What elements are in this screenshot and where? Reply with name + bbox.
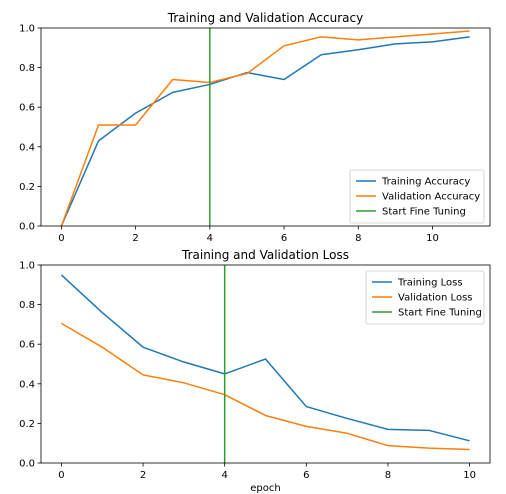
loss-y-tick-label: 0.4 xyxy=(19,379,35,390)
accuracy-x-tick-label: 0 xyxy=(58,233,64,244)
accuracy-axes-frame xyxy=(40,27,491,227)
accuracy-x-tick-label: 8 xyxy=(355,233,361,244)
accuracy-y-tick-label: 0.8 xyxy=(19,63,35,74)
loss-x-tick-label: 10 xyxy=(463,470,476,481)
accuracy-legend: Training Accuracy Validation Accuracy Star… xyxy=(349,169,485,224)
accuracy-legend-label-start-fine-tuning: Start Fine Tuning xyxy=(382,207,466,218)
accuracy-x-tick-label: 10 xyxy=(426,233,439,244)
loss-legend-label-start-fine-tuning: Start Fine Tuning xyxy=(398,308,482,319)
loss-series-validation-loss xyxy=(61,322,470,451)
accuracy-series-training-accuracy xyxy=(60,36,470,226)
accuracy-x-tick-label: 6 xyxy=(281,233,287,244)
loss-x-tick-label: 4 xyxy=(221,470,227,481)
loss-legend-label-training-loss: Training Loss xyxy=(397,278,463,289)
accuracy-legend-label-training-accuracy: Training Accuracy xyxy=(381,177,470,188)
loss-y-tick-label: 0.6 xyxy=(19,340,35,351)
loss-plot-area: 0 2 4 6 8 10 0.0 0.2 0.4 0.6 0.8 1.0 Training Loss Va… xyxy=(19,261,491,481)
loss-legend: Training Loss Validation Loss Start Fine T… xyxy=(365,270,485,325)
loss-y-tick-label: 0.2 xyxy=(19,419,35,430)
accuracy-y-tick-label: 1.0 xyxy=(19,24,35,35)
loss-x-tick-label: 8 xyxy=(385,470,391,481)
loss-x-tick-label: 2 xyxy=(140,470,146,481)
accuracy-x-tick-label: 4 xyxy=(207,233,213,244)
accuracy-series-validation-accuracy xyxy=(60,30,470,226)
loss-legend-label-validation-loss: Validation Loss xyxy=(398,293,473,304)
loss-subplot: Training and Validation Loss 0 2 4 6 8 100.00… xyxy=(19,248,491,494)
loss-series-training-loss xyxy=(60,274,470,442)
loss-axes-frame xyxy=(40,264,491,464)
loss-x-tick-label: 0 xyxy=(58,470,64,481)
accuracy-y-tick-label: 0.6 xyxy=(19,103,35,114)
loss-y-tick-label: 0.0 xyxy=(19,459,35,470)
accuracy-legend-box xyxy=(349,169,485,224)
accuracy-y-tick-label: 0.4 xyxy=(19,142,35,153)
accuracy-y-tick-label: 0.2 xyxy=(19,182,35,193)
loss-x-axis-label: epoch xyxy=(250,483,280,494)
accuracy-plot-area: 0 2 4 6 8 10 0.0 0.2 0.4 0.6 0.8 1.0 Training Accura… xyxy=(19,24,491,244)
loss-legend-box xyxy=(365,270,485,325)
accuracy-subplot: Training and Validation Accuracy 0 2 4 6 8 10… xyxy=(19,11,491,244)
accuracy-x-tick-label: 2 xyxy=(132,233,138,244)
accuracy-y-tick-label: 0.0 xyxy=(19,222,35,233)
loss-y-tick-label: 0.8 xyxy=(19,300,35,311)
loss-chart-title: Training and Validation Loss xyxy=(181,248,349,262)
accuracy-chart-title: Training and Validation Accuracy xyxy=(167,11,363,25)
loss-x-tick-label: 6 xyxy=(303,470,309,481)
loss-y-tick-label: 1.0 xyxy=(19,261,35,272)
accuracy-legend-label-validation-accuracy: Validation Accuracy xyxy=(382,192,480,203)
